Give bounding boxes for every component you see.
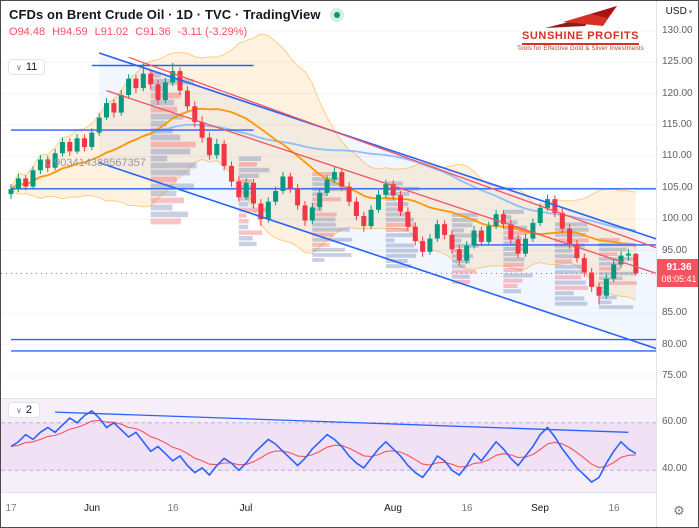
symbol-title[interactable]: CFDs on Brent Crude Oil · 1D · TVC · Tra… — [9, 7, 321, 22]
last-price-value: 91.36 — [666, 262, 692, 273]
chart-header: CFDs on Brent Crude Oil · 1D · TVC · Tra… — [9, 7, 344, 38]
oscillator-collapse-badge[interactable]: ∨ 2 — [8, 402, 40, 418]
price-axis-label: 120.00 — [662, 88, 693, 99]
logo-name: SUNSHINE PROFITS — [521, 30, 640, 45]
price-axis-label: 125.00 — [662, 56, 693, 67]
time-axis-day-label: 17 — [5, 503, 17, 514]
oscillator-axis-label: 40.00 — [662, 463, 688, 474]
currency-selector[interactable]: USD ▾ — [657, 6, 698, 17]
time-axis-month-label: Jul — [239, 503, 253, 514]
last-price-badge: 91.36 08:05:41 — [657, 259, 698, 287]
price-change: -3.11 (-3.29%) — [177, 26, 248, 38]
oscillator-axis-label: 60.00 — [662, 416, 688, 427]
sunshine-profits-arrow-icon — [544, 6, 617, 28]
time-axis-month-label: Sep — [531, 503, 549, 514]
price-axis-label: 110.00 — [662, 150, 692, 161]
time-axis-day-label: 16 — [608, 503, 620, 514]
oscillator-count: 2 — [25, 404, 32, 416]
price-axis-label: 130.00 — [662, 25, 693, 36]
bar-countdown: 08:05:41 — [661, 274, 697, 284]
fib-level-label: 0.903414388567357 — [45, 157, 146, 169]
price-chart[interactable]: CFDs on Brent Crude Oil · 1D · TVC · Tra… — [1, 1, 656, 398]
time-axis-day-label: 16 — [167, 503, 179, 514]
price-axis-label: 105.00 — [662, 182, 693, 193]
indicators-count: 11 — [25, 61, 38, 73]
oscillator-panel[interactable] — [1, 398, 656, 493]
time-axis-month-label: Jun — [83, 503, 101, 514]
caret-down-icon: ▾ — [688, 8, 693, 16]
time-axis-month-label: Aug — [384, 503, 402, 514]
ohlc-high: H94.59 — [52, 26, 88, 38]
market-status-dot — [333, 11, 340, 18]
gear-icon[interactable]: ⚙ — [673, 503, 685, 518]
price-axis-label: 95.00 — [662, 245, 688, 256]
price-axis-label: 80.00 — [662, 339, 688, 350]
market-status-icon[interactable] — [329, 7, 344, 22]
sunshine-profits-logo: SUNSHINE PROFITS Tools for Effective Gol… — [517, 4, 644, 52]
indicators-collapse-badge[interactable]: ∨ 11 — [8, 59, 46, 75]
ohlc-close: C91.36 — [135, 26, 171, 38]
price-axis-label: 115.00 — [662, 119, 692, 130]
price-axis-label: 85.00 — [662, 307, 688, 318]
oscillator-canvas[interactable] — [1, 399, 656, 493]
candlestick-chart-canvas[interactable] — [1, 1, 656, 398]
chevron-down-icon: ∨ — [16, 62, 22, 72]
price-axis[interactable]: USD ▾ 91.36 08:05:41 ⚙ 130.00 125.00 120.0… — [656, 1, 698, 527]
currency-label: USD — [665, 6, 687, 17]
chevron-down-icon: ∨ — [16, 405, 22, 415]
logo-tagline: Tools for Effective Gold & Silver Invest… — [517, 46, 644, 52]
time-axis[interactable]: 17 Jun 16 Jul Aug 16 Sep 16 — [1, 494, 656, 527]
ohlc-low: L91.02 — [94, 26, 129, 38]
ohlc-open: O94.48 — [9, 26, 46, 38]
price-axis-label: 75.00 — [662, 370, 688, 381]
ohlc-row: O94.48 H94.59 L91.02 C91.36 -3.11 (-3.29… — [9, 26, 344, 38]
time-axis-day-label: 16 — [461, 503, 473, 514]
price-axis-label: 100.00 — [662, 213, 693, 224]
